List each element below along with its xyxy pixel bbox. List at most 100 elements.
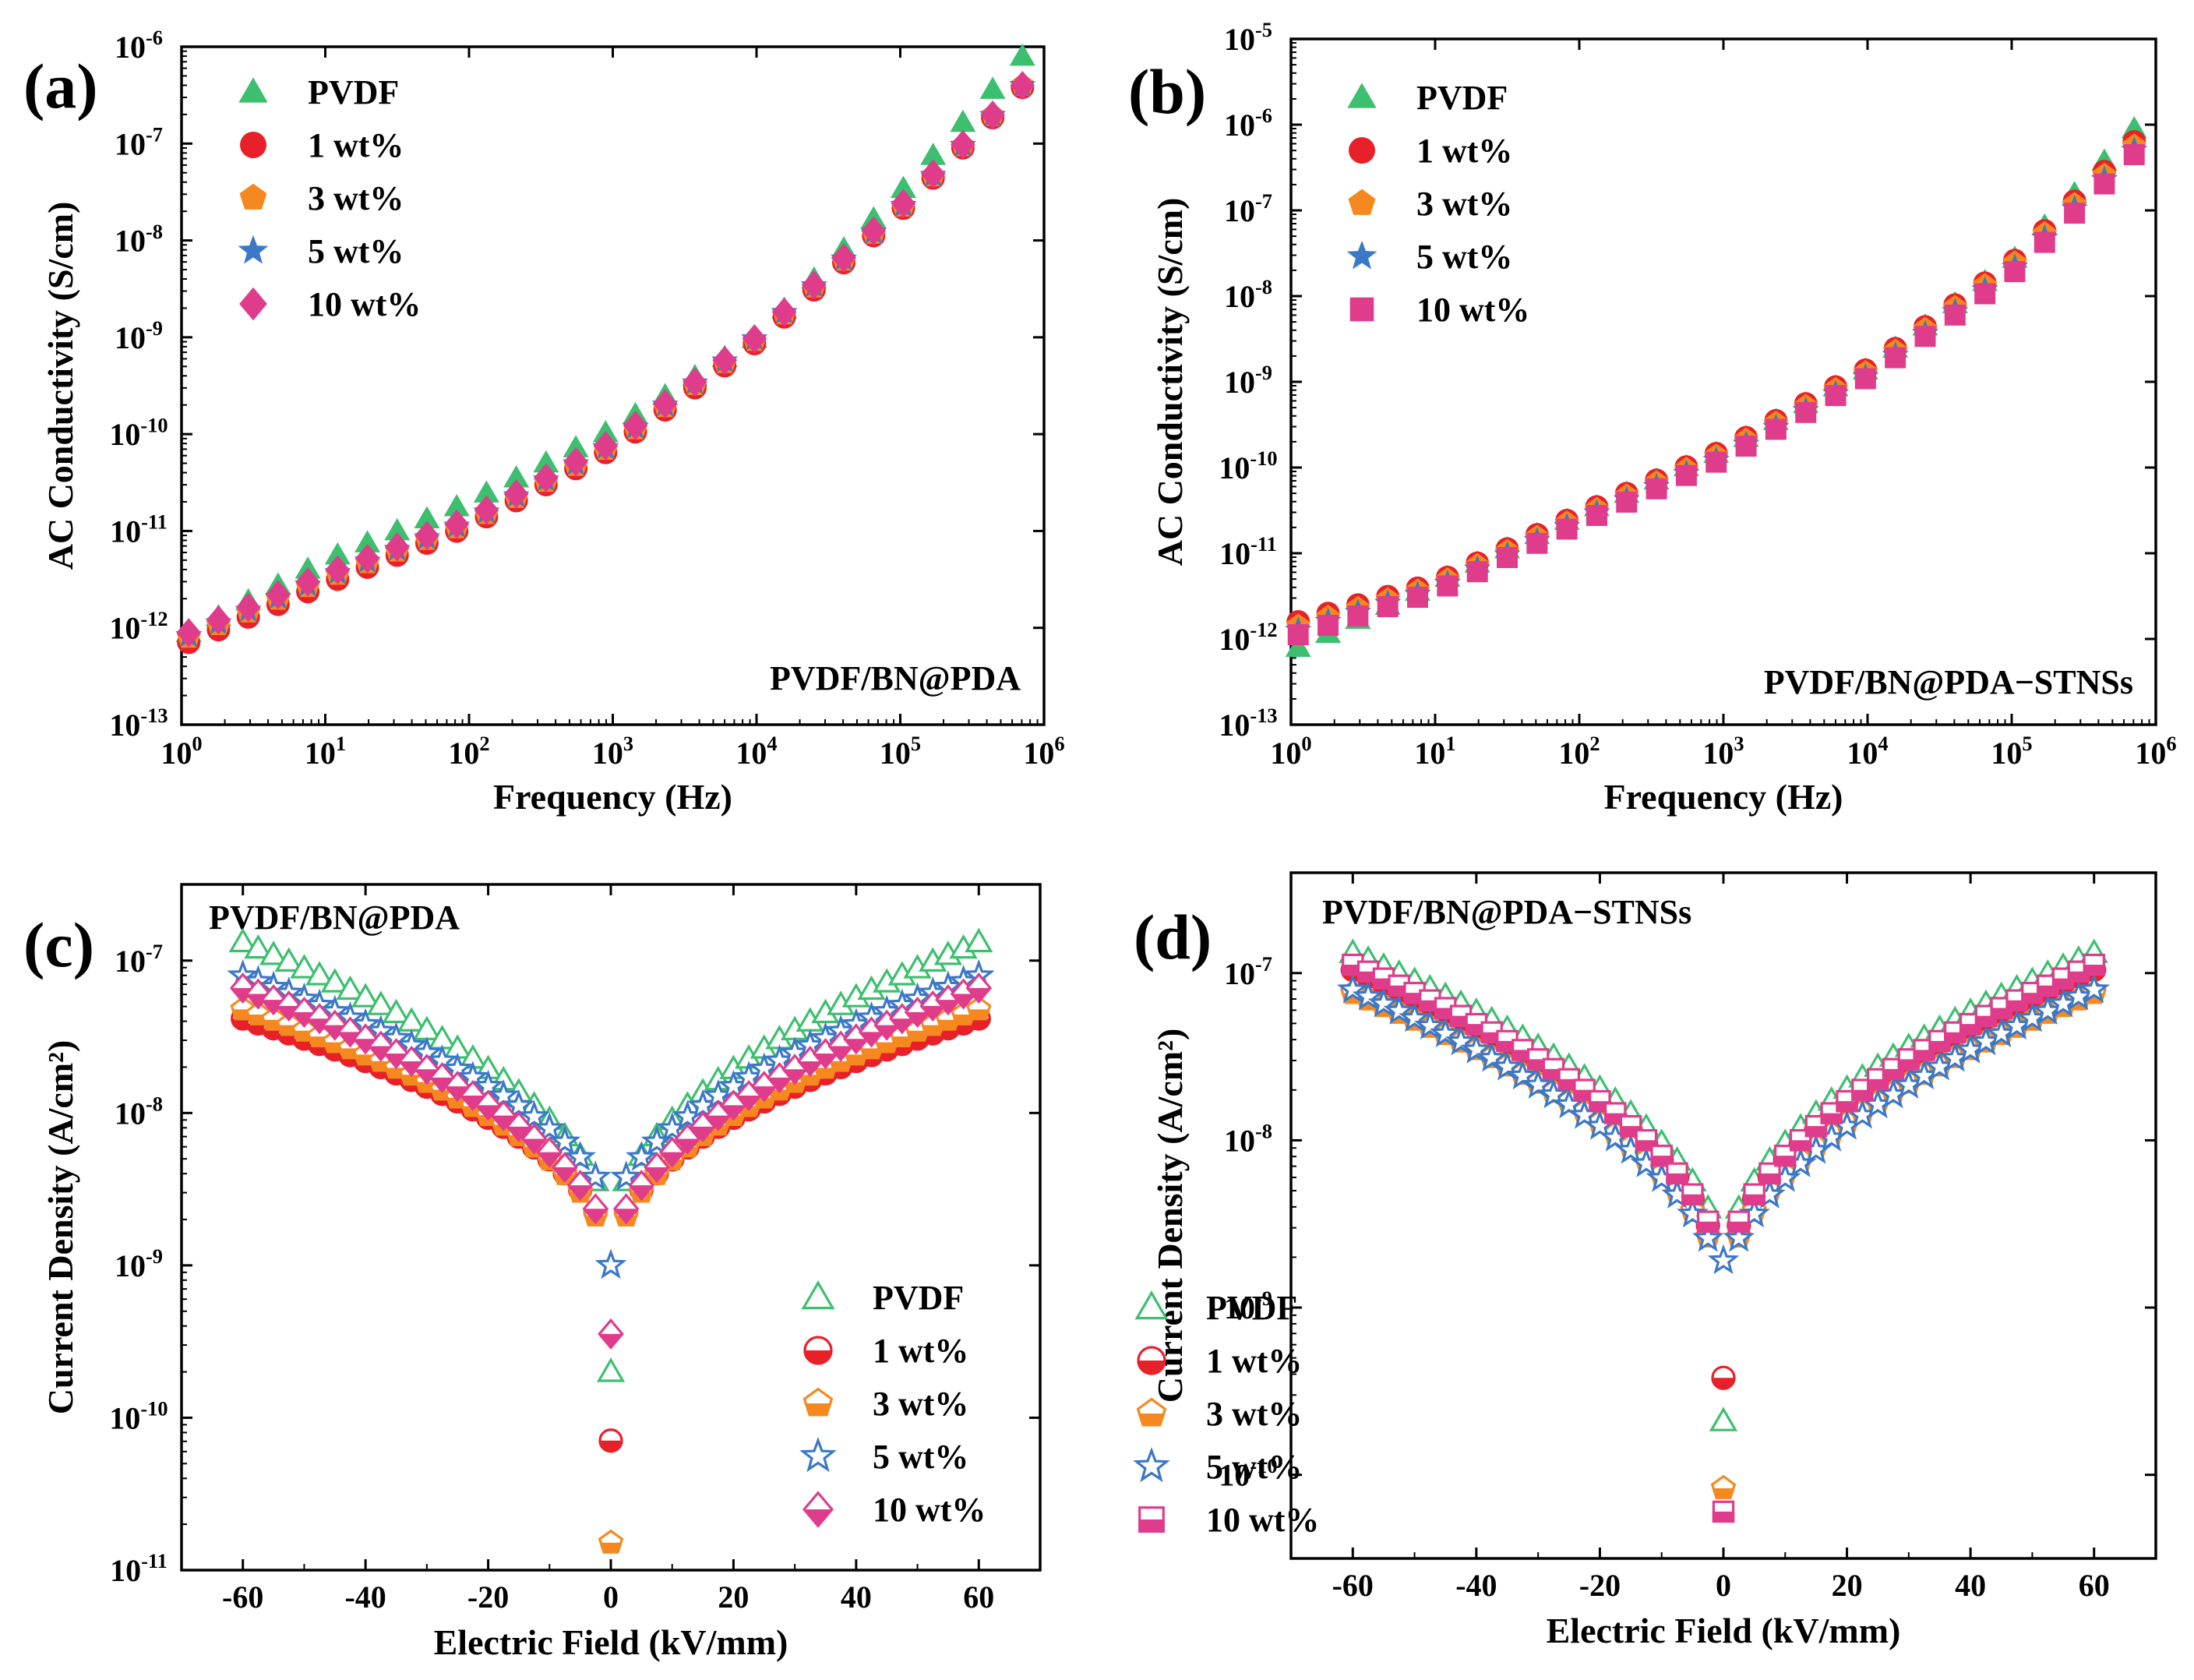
y-tick-label: 10-6 [115,26,163,65]
y-axis-label: Current Density (A/cm²) [1150,1029,1190,1403]
data-point [1377,596,1399,618]
data-point [1616,491,1638,513]
data-point [1347,605,1369,627]
data-point [235,592,261,623]
data-point [1476,1041,1508,1072]
data-point-half-fill [950,994,977,1010]
data-point [474,495,499,525]
data-point-half-fill [506,1126,532,1142]
legend-marker [238,77,268,103]
data-point-half-fill [966,1018,991,1031]
data-point [831,243,856,273]
data-point [384,517,411,541]
data-point-half-fill [1681,1194,1704,1205]
data-point [1010,70,1035,101]
x-tick-label: -60 [222,1579,263,1615]
data-point-center [594,1248,627,1279]
data-point [683,367,707,397]
series-4 [229,972,993,1350]
panel-label: (d) [1134,902,1212,972]
data-point [1444,1025,1477,1056]
data-point [244,934,273,959]
data-point [1497,547,1518,568]
y-tick-label: 10-9 [1224,361,1272,400]
data-point [351,983,380,1008]
data-point-half-fill [843,1039,869,1055]
data-point [1352,979,1384,1011]
legend-label: 10 wt% [1416,291,1529,329]
data-point-half-fill [1696,1221,1720,1233]
data-point [414,521,439,551]
data-point-center-half-fill [1711,1378,1736,1390]
series-4 [176,70,1035,648]
data-points [175,43,1036,655]
panel-label: (a) [23,51,98,122]
data-point [1526,532,1548,554]
legend-label: 1 wt% [308,126,404,164]
data-point [548,1125,581,1156]
data-point-half-fill [1836,1101,1858,1113]
data-point [385,532,410,562]
legend-marker-half-fill [802,1509,834,1528]
data-point [771,297,797,327]
data-point [1491,1050,1523,1081]
legend: PVDF 1 wt% 3 wt% 5 wt% 10 wt% [799,1279,986,1529]
data-point-half-fill [460,1095,486,1111]
data-point [579,1160,612,1191]
legend-label: 5 wt% [308,232,404,270]
series-3 [1285,136,2148,642]
legend-label: 5 wt% [1206,1448,1302,1486]
data-point [2064,203,2086,224]
data-point-half-fill [612,1209,640,1225]
data-point-half-fill [674,1138,701,1155]
x-tick-label: 40 [841,1579,872,1615]
data-point [1738,1197,1770,1228]
x-tick-label: 106 [2135,732,2176,771]
y-tick-label: 10-11 [1219,532,1277,571]
data-point [1460,1033,1493,1064]
legend-marker [1349,297,1374,322]
data-point-half-fill [858,1032,885,1048]
x-tick-label: -60 [1332,1568,1374,1603]
data-point [228,927,257,953]
y-axis-label: AC Conductivity (S/cm) [41,202,80,570]
legend-marker-half-fill [804,1403,832,1417]
legend-marker [239,287,267,321]
data-point [1336,972,1369,1004]
data-point [354,543,380,574]
data-point [1556,518,1578,540]
x-tick-label: 101 [305,732,346,771]
data-point-half-fill [753,1097,776,1109]
y-axis-label: AC Conductivity (S/cm) [1150,198,1190,566]
data-point-half-fill [860,1048,884,1060]
y-tick-label: 10-7 [115,940,163,979]
x-tick-label: 0 [1716,1568,1731,1603]
x-tick-label: -20 [467,1579,509,1615]
series-0 [175,43,1035,642]
data-point [1825,385,1847,407]
data-point [266,580,291,609]
data-point [320,968,349,993]
data-point-half-fill [735,1095,762,1111]
legend-label: 10 wt% [308,285,421,323]
y-tick-label: 10-8 [115,220,163,259]
legend-marker-half-fill [1138,1414,1166,1427]
data-point-half-fill [1758,1173,1781,1185]
x-tick-label: 103 [1702,732,1744,771]
data-point-half-fill [474,1105,502,1121]
legend-label: 10 wt% [873,1491,986,1529]
data-point-half-fill [889,1018,915,1035]
legend-label: 3 wt% [873,1385,968,1423]
data-point [325,555,351,585]
data-point-half-fill [906,1030,929,1042]
y-tick-label: 10-12 [1219,618,1277,657]
data-point-center-half-fill [598,1440,623,1453]
panel-annotation: PVDF/BN@PDA [209,898,460,937]
data-point [1407,587,1429,609]
data-point [564,1141,596,1171]
data-point [503,479,529,509]
series-3 [1336,972,2111,1275]
x-tick-label: 104 [735,732,777,771]
data-point-half-fill [690,1126,716,1142]
plot-frame [1289,871,2157,1560]
